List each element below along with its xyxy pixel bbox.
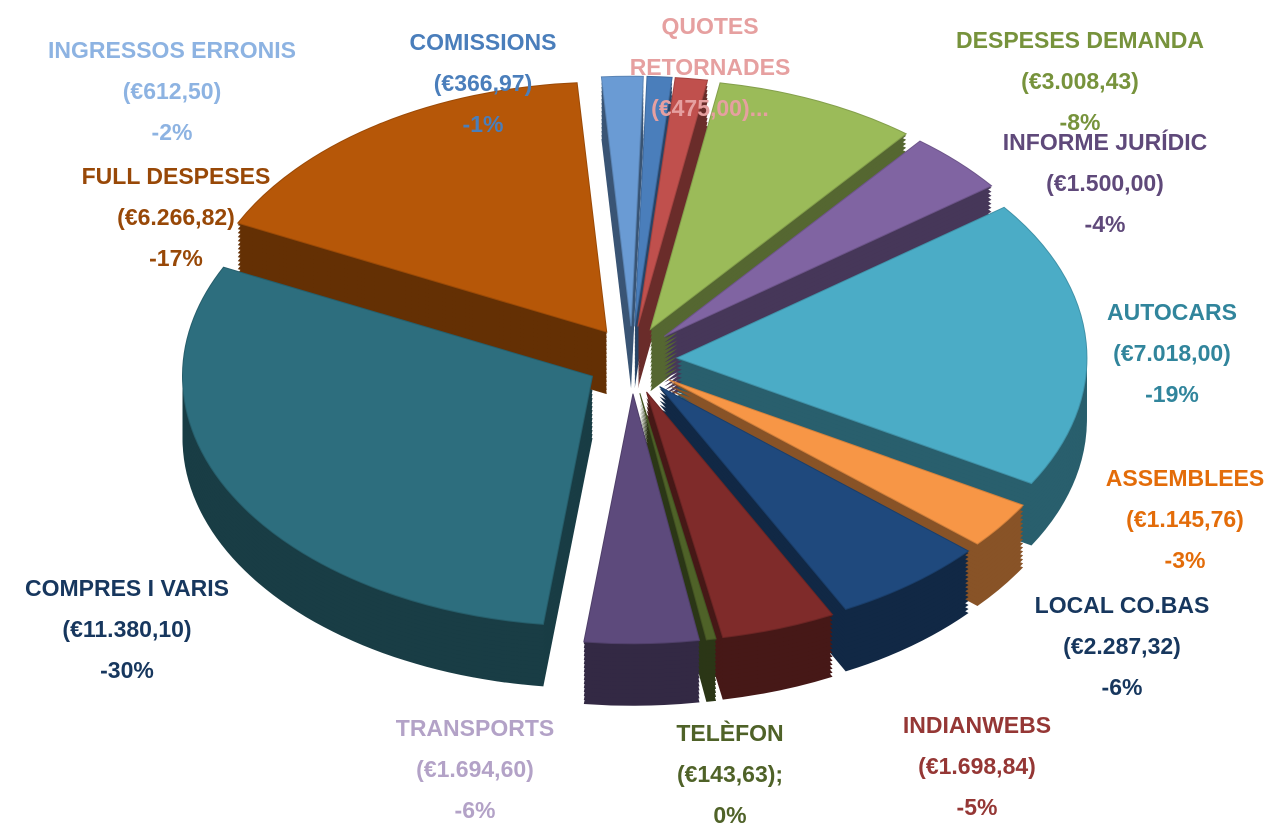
value-label: (€1.145,76) xyxy=(1126,506,1244,532)
slice-side xyxy=(637,103,708,353)
percent-label: -6% xyxy=(1101,674,1143,700)
data-label: DESPESES DEMANDA (€3.008,43) -8% xyxy=(956,20,1204,143)
slice xyxy=(583,393,701,645)
value-label: (€612,50) xyxy=(122,78,222,104)
category-label: LOCAL CO.BAS xyxy=(1034,592,1210,618)
data-label: COMISSIONS (€366,97) -1% xyxy=(410,22,557,145)
category-label: INFORME JURÍDIC xyxy=(1002,129,1208,155)
value-label: (€1.500,00) xyxy=(1046,170,1164,196)
percent-label: -2% xyxy=(151,119,193,145)
slice-side xyxy=(637,119,708,369)
value-label: (€6.266,82) xyxy=(117,204,235,230)
data-label: INDIANWEBS (€1.698,84) -5% xyxy=(903,705,1051,828)
slice xyxy=(649,82,908,331)
value-label: (€143,63); xyxy=(676,761,784,787)
data-label: TELÈFON (€143,63); 0% xyxy=(676,713,783,836)
percent-label: -30% xyxy=(100,657,154,683)
value-label: (€1.698,84) xyxy=(918,753,1036,779)
slice xyxy=(634,75,673,327)
value-label: (€2.287,32) xyxy=(1063,633,1181,659)
value-label: (€1.694,60) xyxy=(416,756,534,782)
value-label: (€11.380,10) xyxy=(62,616,192,642)
value-label: (€475,00)... xyxy=(651,95,769,121)
slice xyxy=(182,266,594,625)
slice xyxy=(639,393,717,641)
percent-label: -5% xyxy=(956,794,998,820)
slice xyxy=(659,386,970,610)
data-label: COMPRES I VARIS (€11.380,10) -30% xyxy=(25,568,229,691)
category-label: ASSEMBLEES xyxy=(1105,465,1265,491)
data-label: INGRESSOS ERRONIS (€612,50) -2% xyxy=(48,30,296,153)
percent-label: -19% xyxy=(1145,381,1199,407)
percent-label: -4% xyxy=(1084,211,1126,237)
category-label: QUOTES RETORNADES xyxy=(629,13,791,80)
slice-side xyxy=(637,95,708,345)
percent-label: 0% xyxy=(713,802,747,828)
slice xyxy=(668,379,1025,545)
value-label: (€3.008,43) xyxy=(1021,68,1139,94)
data-label: FULL DESPESES (€6.266,82) -17% xyxy=(82,156,271,279)
data-label: INFORME JURÍDIC (€1.500,00) -4% xyxy=(1003,122,1207,245)
percent-label: -17% xyxy=(149,245,203,271)
percent-label: -1% xyxy=(462,111,504,137)
value-label: (€7.018,00) xyxy=(1113,340,1231,366)
data-label: LOCAL CO.BAS (€2.287,32) -6% xyxy=(1035,585,1210,708)
slice-side xyxy=(637,83,708,333)
category-label: INGRESSOS ERRONIS xyxy=(48,37,296,63)
category-label: COMISSIONS xyxy=(409,29,557,55)
category-label: FULL DESPESES xyxy=(81,163,271,189)
slice-side xyxy=(637,87,708,337)
category-label: AUTOCARS xyxy=(1107,299,1237,325)
slice-side xyxy=(637,99,708,349)
slice xyxy=(663,140,993,337)
category-label: TELÈFON xyxy=(676,720,784,746)
data-label: QUOTES RETORNADES (€475,00)... xyxy=(615,6,805,129)
category-label: INDIANWEBS xyxy=(902,712,1052,738)
category-label: DESPESES DEMANDA xyxy=(956,27,1204,53)
value-label: (€366,97) xyxy=(433,70,533,96)
slice xyxy=(600,75,644,327)
slice xyxy=(646,391,834,639)
percent-label: -6% xyxy=(454,797,496,823)
slice xyxy=(637,77,709,327)
percent-label: -8% xyxy=(1059,109,1101,135)
slice-side xyxy=(637,115,708,365)
data-label: TRANSPORTS (€1.694,60) -6% xyxy=(396,708,554,831)
slice-side xyxy=(637,107,708,357)
slice xyxy=(236,82,608,333)
slice-side xyxy=(637,91,708,341)
percent-label: -3% xyxy=(1164,547,1206,573)
category-label: COMPRES I VARIS xyxy=(24,575,230,601)
category-label: TRANSPORTS xyxy=(395,715,555,741)
slice xyxy=(675,206,1088,485)
data-label: AUTOCARS (€7.018,00) -19% xyxy=(1107,292,1237,415)
slice-side xyxy=(637,111,708,361)
data-label: ASSEMBLEES (€1.145,76) -3% xyxy=(1106,458,1264,581)
